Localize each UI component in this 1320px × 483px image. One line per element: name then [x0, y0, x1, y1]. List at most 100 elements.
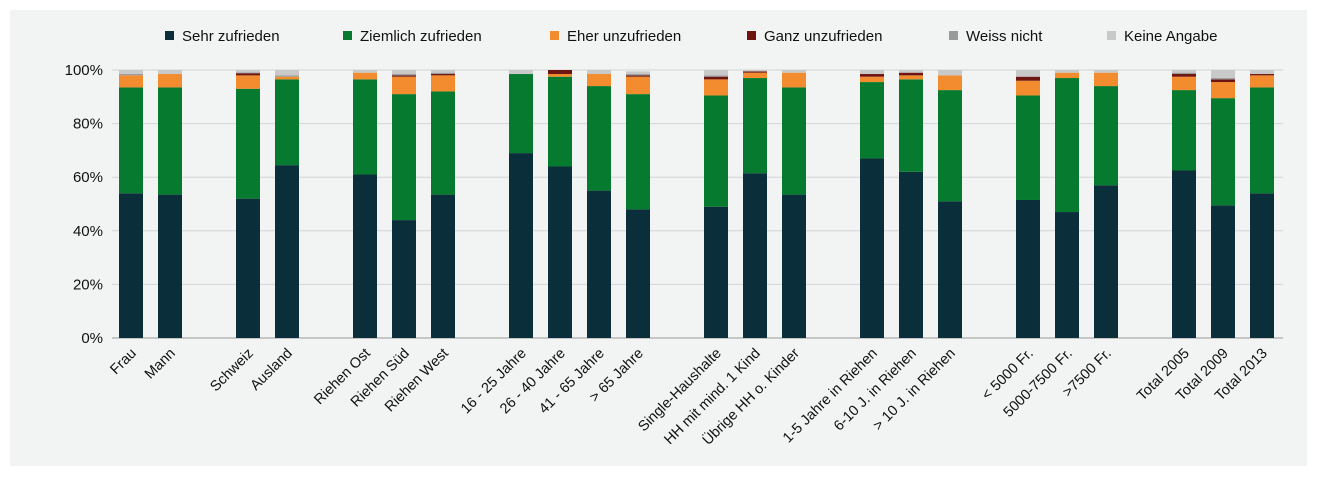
bar-segment	[1016, 199, 1040, 338]
bar-segment	[1055, 70, 1079, 73]
bar-segment	[938, 70, 962, 76]
bar-segment	[548, 76, 572, 167]
legend-swatch	[949, 31, 958, 40]
bar-segment	[860, 70, 884, 75]
bar-segment	[275, 165, 299, 338]
bar-segment	[704, 79, 728, 96]
bar-segment	[1250, 74, 1274, 76]
bar-segment	[1094, 185, 1118, 338]
legend-swatch	[343, 31, 352, 40]
bar-segment	[1016, 70, 1040, 77]
y-tick-label: 40%	[73, 223, 103, 240]
bar-segment	[119, 70, 143, 75]
legend-label: Keine Angabe	[1124, 28, 1217, 45]
bar-segment	[275, 70, 299, 76]
bar-segment	[1094, 72, 1118, 87]
bar-segment	[782, 72, 806, 88]
bar-segment	[782, 87, 806, 195]
bar-segment	[1211, 82, 1235, 99]
bar-segment	[119, 193, 143, 338]
bar-segment	[782, 70, 806, 73]
bar-segment	[938, 75, 962, 91]
x-tick-label: Schweiz	[207, 346, 256, 395]
bar-segment	[1250, 87, 1274, 194]
bar-segment	[1211, 98, 1235, 206]
x-tick-label: Mann	[142, 346, 179, 383]
bar-segment	[548, 70, 572, 75]
y-tick-label: 0%	[81, 330, 103, 347]
bar-segment	[626, 94, 650, 210]
bar-segment	[509, 153, 533, 338]
bar-segment	[392, 75, 416, 77]
bar-segment	[704, 95, 728, 207]
bar-segment	[275, 76, 299, 80]
bar-segment	[899, 171, 923, 338]
bar-segment	[353, 72, 377, 80]
bar-segment	[353, 79, 377, 175]
bar-segment	[158, 87, 182, 195]
bar-segment	[704, 76, 728, 80]
bar-segment	[743, 71, 767, 73]
bar-segment	[1172, 76, 1196, 91]
bar-segment	[1016, 76, 1040, 81]
y-tick-label: 100%	[65, 62, 103, 79]
bar-segment	[119, 74, 143, 76]
x-tick-label: Frau	[107, 346, 139, 378]
bar-segment	[1250, 70, 1274, 75]
bar-segment	[1172, 90, 1196, 171]
bar-segment	[236, 73, 260, 76]
bar-segment	[743, 173, 767, 338]
bar-segment	[1172, 70, 1196, 73]
bar-segment	[1250, 75, 1274, 88]
bar-segment	[431, 70, 455, 73]
bar-segment	[626, 74, 650, 76]
bar-segment	[782, 194, 806, 338]
bar-segment	[392, 94, 416, 221]
bar-segment	[743, 70, 767, 72]
bar-segment	[1211, 78, 1235, 80]
bar-segment	[431, 194, 455, 338]
bar-segment	[704, 75, 728, 77]
legend-label: Sehr zufrieden	[182, 28, 280, 45]
bar-segment	[158, 70, 182, 75]
legend-swatch	[1107, 31, 1116, 40]
bar-segment	[509, 74, 533, 154]
bar-segment	[1055, 212, 1079, 338]
bar-segment	[392, 74, 416, 76]
legend-label: Ganz unzufrieden	[764, 28, 882, 45]
bar-segment	[1211, 79, 1235, 83]
bar-segment	[431, 74, 455, 76]
bar-segment	[1016, 80, 1040, 96]
bar-segment	[860, 74, 884, 77]
bar-segment	[1172, 72, 1196, 75]
bar-segment	[587, 70, 611, 75]
bar-segment	[899, 75, 923, 80]
x-tick-label: Ausland	[247, 346, 295, 394]
bar-segment	[1211, 70, 1235, 79]
y-tick-label: 20%	[73, 276, 103, 293]
bar-segment	[275, 75, 299, 77]
bar-segment	[860, 158, 884, 338]
bar-segment	[860, 82, 884, 159]
bar-segment	[548, 166, 572, 338]
bar-segment	[626, 76, 650, 95]
bar-segment	[1172, 170, 1196, 338]
bar-segment	[392, 70, 416, 75]
bar-segment	[236, 70, 260, 73]
bar-segment	[587, 74, 611, 87]
bar-segment	[392, 76, 416, 95]
bar-segment	[158, 194, 182, 338]
bar-segment	[353, 70, 377, 73]
bar-segment	[1094, 86, 1118, 186]
bar-segment	[431, 75, 455, 92]
bar-segment	[704, 70, 728, 76]
bar-segment	[626, 75, 650, 77]
bar-segment	[431, 72, 455, 75]
bar-segment	[1055, 72, 1079, 79]
bar-segment	[392, 220, 416, 338]
bar-segment	[626, 71, 650, 75]
y-tick-label: 60%	[73, 169, 103, 186]
bar-segment	[938, 90, 962, 202]
